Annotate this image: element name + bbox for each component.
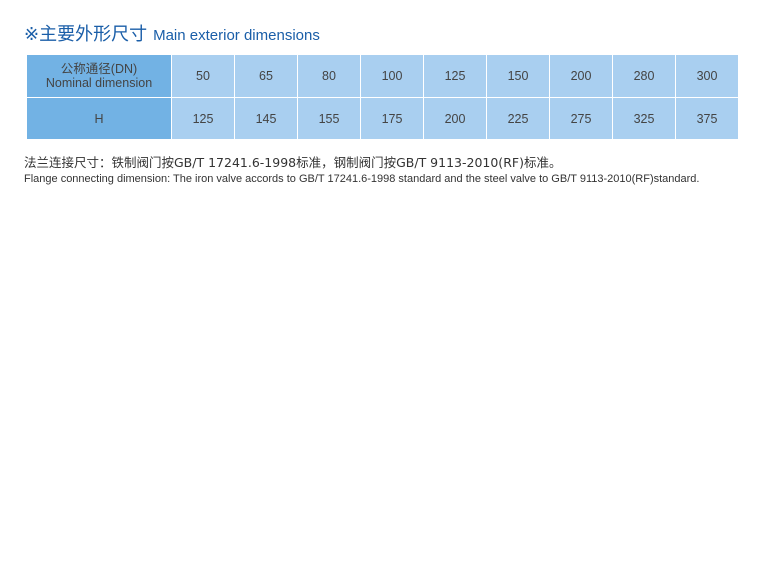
table-row-dn: 公称通径(DN) Nominal dimension 50 65 80 100 1… — [26, 54, 739, 98]
cell-dn: 150 — [486, 54, 550, 98]
cell-h: 145 — [234, 97, 298, 140]
cell-dn: 100 — [360, 54, 424, 98]
cell-h: 125 — [171, 97, 235, 140]
header-cn: 公称通径(DN) — [60, 62, 138, 76]
cell-dn: 80 — [297, 54, 361, 98]
cell-h: 375 — [675, 97, 739, 140]
cell-h: 155 — [297, 97, 361, 140]
cell-dn: 65 — [234, 54, 298, 98]
header-nominal-dimension: 公称通径(DN) Nominal dimension — [26, 54, 172, 98]
section-title: ※主要外形尺寸 Main exterior dimensions — [24, 20, 320, 46]
cell-h: 175 — [360, 97, 424, 140]
table-row-h: H 125 145 155 175 200 225 275 325 375 — [26, 97, 739, 140]
dimensions-table: 公称通径(DN) Nominal dimension 50 65 80 100 1… — [26, 54, 739, 140]
cell-dn: 300 — [675, 54, 739, 98]
cell-h: 225 — [486, 97, 550, 140]
cell-h: 200 — [423, 97, 487, 140]
header-h: H — [26, 97, 172, 140]
title-cn: ※主要外形尺寸 — [24, 24, 148, 45]
cell-dn: 280 — [612, 54, 676, 98]
cell-dn: 125 — [423, 54, 487, 98]
header-en: Nominal dimension — [45, 76, 153, 90]
cell-h: 275 — [549, 97, 613, 140]
cell-dn: 50 — [171, 54, 235, 98]
flange-note: 法兰连接尺寸：铁制阀门按GB/T 17241.6-1998标准，钢制阀门按GB/… — [24, 152, 699, 185]
note-cn: 法兰连接尺寸：铁制阀门按GB/T 17241.6-1998标准，钢制阀门按GB/… — [24, 155, 562, 170]
note-en: Flange connecting dimension: The iron va… — [24, 173, 700, 185]
cell-h: 325 — [612, 97, 676, 140]
cell-dn: 200 — [549, 54, 613, 98]
title-en: Main exterior dimensions — [153, 27, 320, 44]
